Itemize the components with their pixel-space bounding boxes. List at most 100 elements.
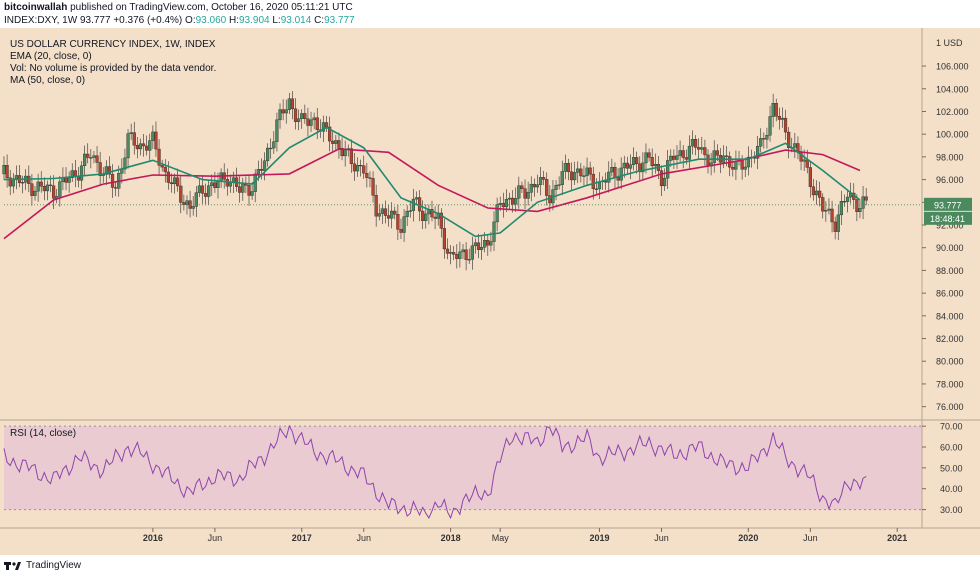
candle-body [715, 150, 719, 156]
candle-body [42, 186, 46, 192]
tradingview-brand[interactable]: TradingView [26, 560, 82, 571]
chart-frame[interactable]: 76.000 78.000 80.000 82.000 84.000 86.000 88.0… [0, 28, 980, 555]
candle-body [452, 252, 456, 255]
candle-body [582, 175, 586, 177]
candle-body [538, 177, 543, 185]
price-pane[interactable] [2, 91, 922, 271]
candle-body [430, 209, 434, 218]
rsi-pane[interactable] [3, 424, 922, 520]
candle-body [151, 131, 155, 141]
candle-body [690, 139, 695, 147]
candle-body [569, 171, 574, 181]
candle-body [613, 166, 617, 178]
ema20-line [3, 126, 861, 238]
currency-label: 1 USD [936, 38, 963, 48]
candle-body [182, 202, 186, 205]
candle-body [371, 178, 375, 196]
candle-body [861, 196, 865, 209]
last-price-tag-label: 93.777 [934, 200, 962, 210]
time-tick-label: 2019 [589, 533, 609, 543]
chart-canvas[interactable]: 76.000 78.000 80.000 82.000 84.000 86.000 88.0… [0, 28, 980, 555]
candle-body [703, 147, 707, 156]
price-tick-label: 92.000 [936, 221, 964, 231]
time-tick-label: May [492, 533, 510, 543]
candle-body [492, 221, 496, 242]
candle-body [486, 240, 490, 246]
candle-body [203, 193, 208, 197]
candle-body [402, 216, 406, 233]
candle-body [675, 155, 679, 160]
candle-body [635, 157, 639, 165]
candle-body [824, 210, 828, 212]
rsi-line [3, 424, 867, 520]
time-tick-label: 2016 [143, 533, 163, 543]
last-price-tag [924, 197, 972, 211]
candle-body [377, 213, 381, 217]
candle-body [110, 173, 115, 188]
candle-body [52, 185, 56, 199]
candle-body [821, 197, 825, 212]
candle-body [814, 190, 819, 196]
candle-body [464, 249, 468, 260]
candle-body [337, 140, 341, 149]
candle-body [83, 153, 87, 167]
candle-body [756, 145, 760, 159]
candle-body [272, 141, 276, 149]
close-label: C: [314, 15, 325, 26]
candle-body [768, 116, 772, 136]
candle-body [424, 213, 428, 221]
open-value: 93.060 [195, 15, 227, 26]
candle-body [383, 208, 388, 216]
candle-body [393, 210, 397, 215]
candle-body [411, 198, 415, 211]
price-tick-label: 86.000 [936, 289, 964, 299]
candle-body [390, 210, 394, 219]
price-tick-label: 106.000 [936, 62, 969, 72]
candle-body [759, 138, 763, 147]
candle-body [328, 126, 332, 142]
candle-body [833, 221, 837, 232]
candle-body [517, 185, 521, 199]
candle-body [445, 248, 450, 254]
candle-body [662, 177, 667, 187]
candle-body [259, 168, 264, 171]
candle-body [576, 168, 580, 173]
price-tick-label: 84.000 [936, 311, 964, 321]
candle-body [628, 164, 633, 169]
candle-body [145, 145, 149, 151]
rsi-tick-label: 60.00 [940, 443, 963, 453]
candle-body [70, 170, 74, 178]
candle-body [8, 177, 12, 187]
candle-body [557, 184, 561, 186]
candle-body [129, 132, 133, 134]
candle-body [340, 148, 344, 157]
candle-body [275, 119, 279, 142]
price-tick-label: 100.000 [936, 130, 969, 140]
candle-body [36, 181, 40, 192]
candle-body [67, 177, 71, 183]
candle-body [287, 98, 291, 110]
candle-body [504, 198, 509, 208]
ma-legend: MA (50, close, 0) [10, 75, 85, 86]
candle-body [247, 185, 251, 196]
candle-body [566, 163, 571, 173]
candle-body [219, 172, 223, 182]
candle-body [489, 241, 493, 246]
candle-body [762, 138, 766, 140]
candle-body [207, 185, 211, 197]
publisher-name[interactable]: bitcoinwallah [4, 2, 68, 13]
candle-body [185, 200, 189, 205]
candle-body [303, 113, 307, 119]
rsi-legend: RSI (14, close) [10, 428, 76, 439]
candle-body [467, 259, 471, 261]
candle-body [89, 157, 93, 159]
candle-body [362, 165, 366, 174]
candle-body [300, 113, 304, 119]
countdown-tag-label: 18:48:41 [930, 214, 965, 224]
candle-body [197, 185, 201, 193]
candle-body [498, 203, 502, 205]
candle-body [588, 167, 592, 175]
candle-body [526, 192, 530, 199]
candle-body [179, 185, 183, 203]
candle-body [107, 166, 112, 175]
